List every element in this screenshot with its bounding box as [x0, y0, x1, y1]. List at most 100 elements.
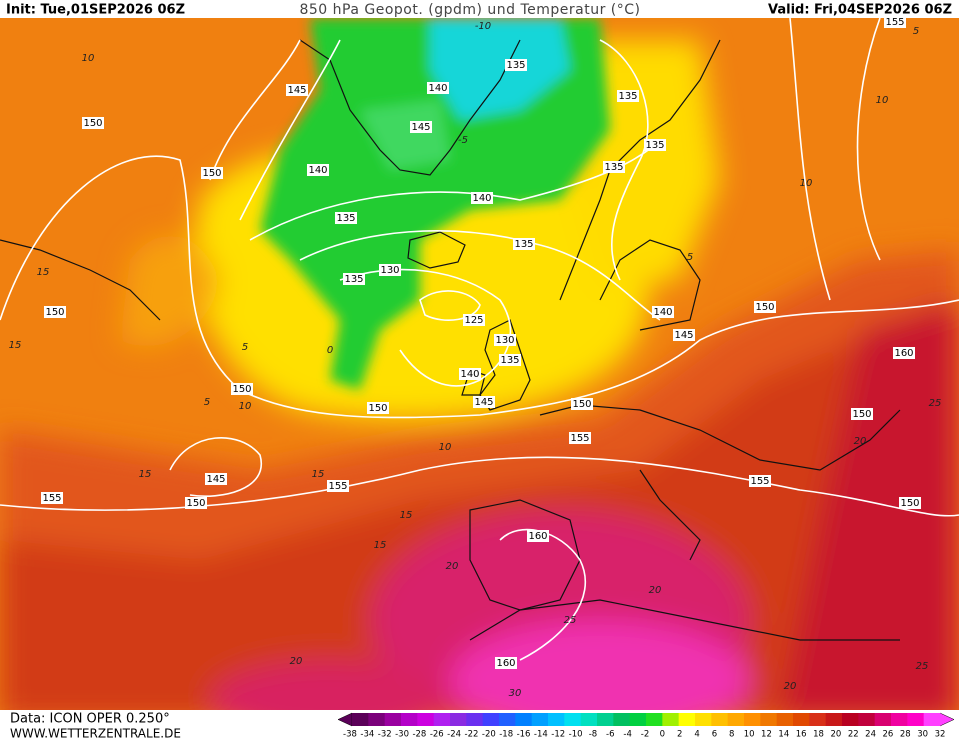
- colorbar-label: -34: [360, 730, 374, 740]
- colorbar-swatch: [466, 713, 484, 726]
- isotherm-label: 10: [876, 95, 889, 106]
- isotherm-label: 15: [9, 340, 22, 351]
- isotherm-label: 10: [239, 401, 252, 412]
- shade-pink: [450, 620, 750, 710]
- colorbar-swatch: [760, 713, 778, 726]
- contour-label-box: [513, 238, 535, 250]
- coast-norway: [559, 39, 721, 301]
- colorbar-label: -8: [589, 730, 597, 740]
- colorbar-swatch: [825, 713, 843, 726]
- colorbar-swatch: [744, 713, 761, 726]
- valid-time: Valid: Fri,04SEP2026 06Z: [768, 3, 952, 18]
- colorbar-label: -28: [412, 730, 426, 740]
- colorbar-swatch: [613, 713, 631, 726]
- map-labels: 1451501501401351451351351351401401351351…: [9, 17, 941, 699]
- colorbar-label: 28: [900, 730, 911, 740]
- contour-label: 150: [852, 409, 871, 420]
- contour-label: 130: [495, 335, 514, 346]
- contour-label: 155: [42, 493, 61, 504]
- contour-label: 155: [570, 433, 589, 444]
- contour-label-box: [749, 475, 771, 487]
- colorbar-label: 14: [778, 730, 789, 740]
- colorbar-swatch: [842, 713, 859, 726]
- isotherm-label: 5: [204, 397, 210, 408]
- contour-160: [499, 528, 586, 661]
- contour-label: 160: [894, 348, 913, 359]
- contour-label-box: [463, 314, 485, 326]
- colorbar-label: -14: [534, 730, 548, 740]
- contour-label: 150: [186, 498, 205, 509]
- isotherm-label: 15: [374, 540, 387, 551]
- colorbar-swatch: [809, 713, 827, 726]
- contour-label-box: [505, 59, 527, 71]
- contour-145: [209, 39, 341, 221]
- colorbar-swatch: [352, 713, 369, 726]
- contour-label-box: [379, 264, 401, 276]
- colorbar-label: -22: [465, 730, 479, 740]
- colorbar-label: 30: [917, 730, 928, 740]
- contour-label: 155: [885, 17, 904, 28]
- contour-label: 140: [308, 165, 327, 176]
- contour-label-box: [569, 432, 591, 444]
- colorbar-swatch: [776, 713, 794, 726]
- colorbar-swatch: [401, 713, 418, 726]
- contour-label: 160: [528, 531, 547, 542]
- isotherm-label: -5: [458, 135, 468, 146]
- contour-130: [339, 268, 512, 387]
- contour-label-box: [427, 82, 449, 94]
- colorbar-label: 12: [761, 730, 772, 740]
- contour-label: 135: [645, 140, 664, 151]
- shade-deep-red: [782, 300, 959, 710]
- colorbar-swatch: [923, 713, 941, 726]
- contour-125: [419, 290, 481, 321]
- contour-label-box: [495, 657, 517, 669]
- shade-green: [260, 18, 610, 390]
- colorbar-label: 32: [935, 730, 946, 740]
- colorbar-swatch: [564, 713, 582, 726]
- contour-label: 135: [500, 355, 519, 366]
- colorbar-label: -10: [569, 730, 583, 740]
- contour-label-box: [473, 396, 495, 408]
- colorbar-label: 18: [813, 730, 824, 740]
- contour-label-box: [527, 530, 549, 542]
- contour-label-box: [205, 473, 227, 485]
- isotherm-label: 15: [139, 469, 152, 480]
- colorbar-label: -24: [447, 730, 461, 740]
- colorbar-label: -2: [641, 730, 649, 740]
- contour-label-box: [494, 334, 516, 346]
- colorbar-label: -12: [551, 730, 565, 740]
- colorbar-swatch: [858, 713, 876, 726]
- colorbar-swatch: [874, 713, 892, 726]
- isotherm-label: 20: [290, 656, 303, 667]
- colorbar-swatch: [695, 713, 712, 726]
- isotherm-label: 10: [800, 178, 813, 189]
- colorbar-swatch: [515, 713, 533, 726]
- colorbar-swatch: [580, 713, 598, 726]
- contour-label: 140: [428, 83, 447, 94]
- contour-label: 145: [674, 330, 693, 341]
- colorbar-swatch: [368, 713, 386, 726]
- contour-label: 135: [514, 239, 533, 250]
- contour-label-box: [286, 84, 308, 96]
- contour-label: 150: [83, 118, 102, 129]
- contour-label-box: [44, 306, 66, 318]
- colorbar-swatch: [433, 713, 451, 726]
- temperature-field: 1451501501401351451351351351401401351351…: [0, 17, 959, 710]
- isotherm-label: 5: [242, 342, 248, 353]
- contour-label: 150: [202, 168, 221, 179]
- colorbar-swatch: [646, 713, 663, 726]
- contour-label-box: [471, 192, 493, 204]
- colorbar-swatch: [450, 713, 467, 726]
- coast-africa: [469, 599, 900, 641]
- colorbar-label: 26: [883, 730, 894, 740]
- contour-label-box: [82, 117, 104, 129]
- field-cold: [260, 18, 610, 390]
- colorbar-label: 20: [830, 730, 841, 740]
- isotherm-label: 20: [784, 681, 797, 692]
- contour-label: 155: [750, 476, 769, 487]
- contour-label: 150: [572, 399, 591, 410]
- colorbar-label: 6: [712, 730, 717, 740]
- contour-label-box: [899, 497, 921, 509]
- contour-label-box: [41, 492, 63, 504]
